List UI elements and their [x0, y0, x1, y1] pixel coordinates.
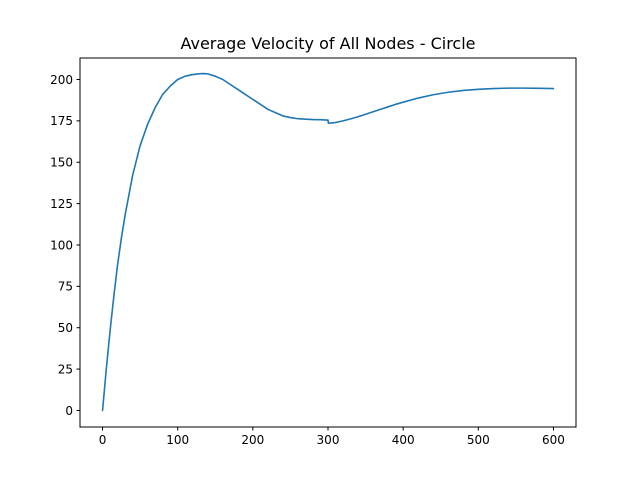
- x-tick-label: 600: [542, 433, 565, 447]
- x-axis: 0 100 200 300 400 500 600: [99, 427, 565, 447]
- y-tick-label: 0: [65, 404, 73, 418]
- y-tick-label: 50: [58, 321, 73, 335]
- y-axis: 0 25 50 75 100 125 150 175 200: [50, 73, 80, 418]
- x-tick-label: 400: [392, 433, 415, 447]
- series-line: [101, 72, 555, 412]
- x-tick-label: 300: [317, 433, 340, 447]
- axes-frame: [79, 57, 577, 428]
- y-tick-label: 25: [58, 362, 73, 376]
- x-tick-label: 0: [99, 433, 107, 447]
- y-tick-label: 150: [50, 156, 73, 170]
- x-tick-label: 500: [467, 433, 490, 447]
- x-tick-label: 100: [166, 433, 189, 447]
- y-tick-label: 175: [50, 114, 73, 128]
- y-tick-label: 100: [50, 238, 73, 252]
- chart-title: Average Velocity of All Nodes - Circle: [180, 34, 475, 53]
- y-tick-label: 200: [50, 73, 73, 87]
- y-tick-label: 125: [50, 197, 73, 211]
- y-tick-label: 75: [58, 280, 73, 294]
- x-tick-label: 200: [241, 433, 264, 447]
- plot-area: [101, 72, 555, 412]
